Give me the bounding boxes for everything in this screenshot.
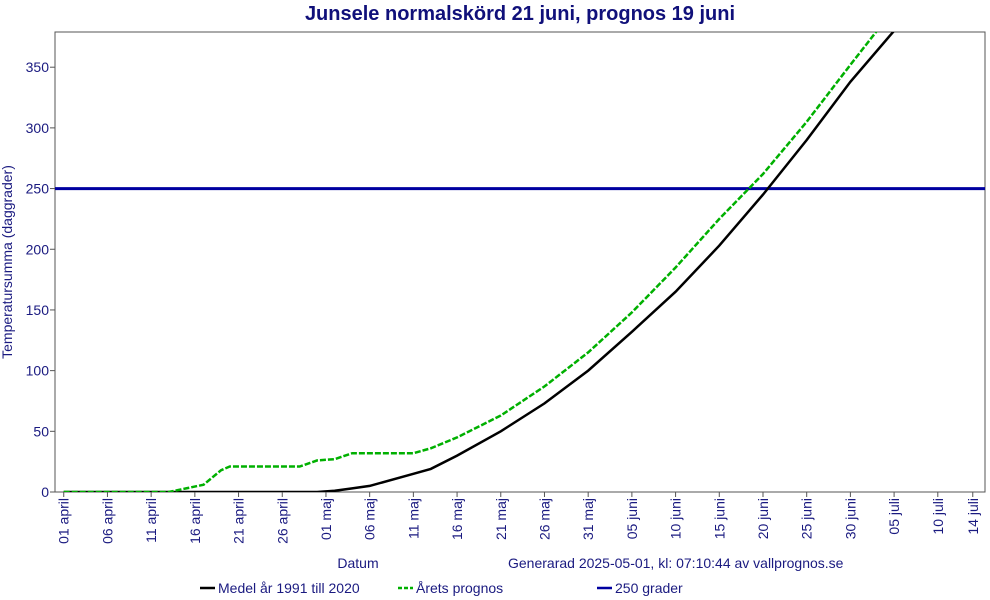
x-tick-label: 31 maj [580,498,596,540]
x-tick-label: 10 juni [668,498,684,539]
series-line [63,32,895,492]
x-tick-label: 06 april [99,498,115,544]
legend-label: 250 grader [615,580,683,596]
y-axis-label: Temperatursumma (daggrader) [0,165,15,359]
x-tick-label: 21 april [231,498,247,544]
legend-label: Årets prognos [416,580,503,596]
x-tick-label: 16 april [187,498,203,544]
x-tick-label: 21 maj [493,498,509,540]
x-tick-label: 26 maj [536,498,552,540]
y-tick-label: 150 [26,302,50,318]
y-tick-label: 50 [33,423,49,439]
x-tick-label: 05 juli [886,498,902,535]
x-tick-label: 06 maj [362,498,378,540]
series-line [63,32,878,492]
x-tick-label: 05 juni [624,498,640,539]
x-tick-label: 26 april [274,498,290,544]
x-tick-label: 11 maj [405,498,421,539]
legend-label: Medel år 1991 till 2020 [218,580,360,596]
x-tick-label: 15 juni [711,498,727,539]
y-tick-label: 250 [26,181,50,197]
y-tick-label: 100 [26,363,50,379]
x-tick-label: 30 juni [842,498,858,539]
y-tick-label: 300 [26,120,50,136]
x-tick-label: 01 maj [318,498,334,540]
x-tick-label: 10 juli [930,498,946,535]
x-tick-label: 11 april [143,498,159,543]
x-tick-label: 25 juni [799,498,815,539]
y-tick-label: 200 [26,241,50,257]
note: Generarad 2025-05-01, kl: 07:10:44 av va… [508,555,844,571]
x-tick-label: 01 april [56,498,72,544]
x-axis-label: Datum [337,555,378,571]
x-tick-label: 20 juni [755,498,771,539]
x-tick-label: 14 juli [965,498,981,535]
y-tick-label: 0 [41,484,49,500]
plot-border [54,31,986,493]
y-tick-label: 350 [26,59,50,75]
lines [55,32,985,492]
chart-title: Junsele normalskörd 21 juni, prognos 19 … [305,3,735,25]
x-tick-label: 16 maj [449,498,465,540]
